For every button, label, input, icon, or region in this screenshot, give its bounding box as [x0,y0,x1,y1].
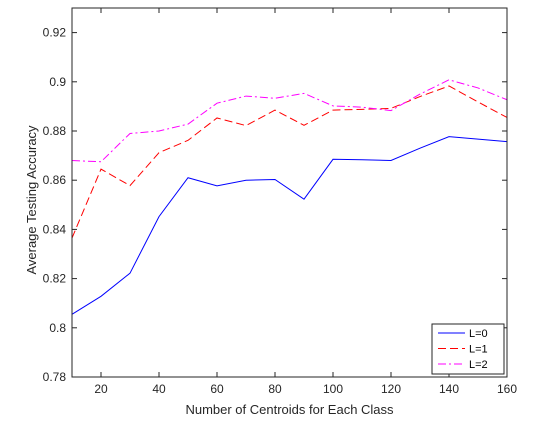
y-tick-label: 0.86 [43,173,67,187]
x-tick-label: 140 [439,382,459,396]
y-tick-label: 0.84 [43,222,67,236]
legend-label: L=0 [469,328,488,340]
series-line-l2 [71,79,508,163]
x-tick-label: 60 [210,382,224,396]
y-tick-label: 0.82 [43,272,67,286]
x-tick-label: 100 [323,382,343,396]
y-tick-label: 0.9 [49,75,66,89]
x-tick-label: 160 [497,382,517,396]
ticks-group: 20 40 60 80 100 120 140 160 0.78 0.8 0.82 0.84 0.86 0… [43,8,517,396]
axes-group [71,7,508,378]
y-tick-label: 0.92 [43,26,67,40]
y-tick-label: 0.88 [43,124,67,138]
x-axis-label: Number of Centroids for Each Class [185,402,394,417]
legend-label: L=1 [469,344,488,356]
series-line-l0 [71,136,508,315]
legend-label: L=2 [469,359,488,371]
y-tick-label: 0.8 [49,321,66,335]
y-tick-label: 0.78 [43,370,67,384]
x-tick-label: 40 [152,382,166,396]
x-tick-label: 120 [381,382,401,396]
series-group [71,79,508,315]
axes-box [71,7,508,378]
legend: L=0 L=1 L=2 [431,323,505,375]
y-axis-label: Average Testing Accuracy [24,125,39,275]
x-tick-label: 80 [268,382,282,396]
x-tick-label: 20 [94,382,108,396]
plot-area [72,8,507,377]
